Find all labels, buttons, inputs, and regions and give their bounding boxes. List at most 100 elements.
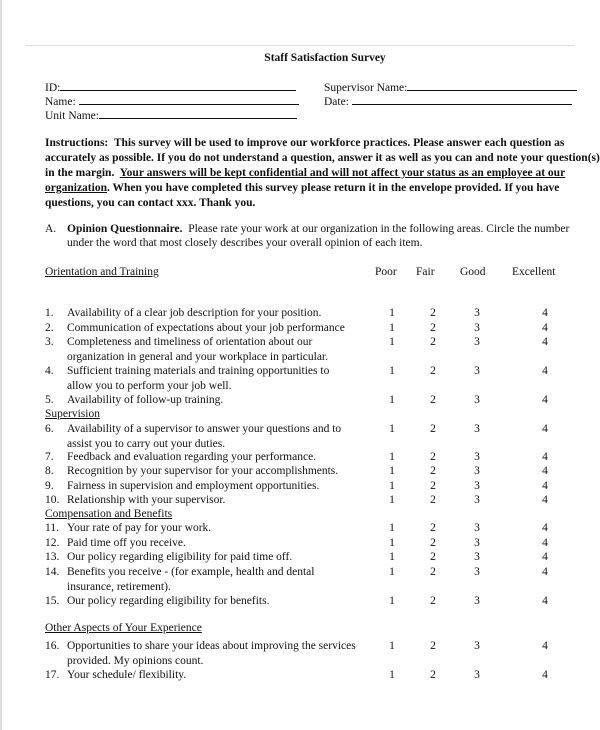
rating-option-4[interactable]: 4 <box>542 522 548 534</box>
rating-option-1[interactable]: 1 <box>389 494 395 506</box>
rating-option-2[interactable]: 2 <box>430 465 436 477</box>
rating-option-2[interactable]: 2 <box>430 566 436 578</box>
rating-option-3[interactable]: 3 <box>474 566 480 578</box>
rating-option-4[interactable]: 4 <box>542 365 548 377</box>
rating-option-2[interactable]: 2 <box>430 494 436 506</box>
rating-option-1[interactable]: 1 <box>389 465 395 477</box>
rating-option-2[interactable]: 2 <box>430 307 436 319</box>
rating-option-3[interactable]: 3 <box>474 640 480 652</box>
rating-option-1[interactable]: 1 <box>389 365 395 377</box>
name-label: Name: <box>45 96 76 108</box>
item-text: allow you to perform your job well. <box>67 379 232 392</box>
rating-option-1[interactable]: 1 <box>389 423 395 435</box>
id-field[interactable]: ID: <box>45 80 297 95</box>
item-text: Recognition by your supervisor for your … <box>67 465 339 477</box>
rating-option-4[interactable]: 4 <box>542 640 548 652</box>
rating-option-1[interactable]: 1 <box>389 669 395 681</box>
rating-option-3[interactable]: 3 <box>474 669 480 681</box>
date-field[interactable]: Date: <box>324 94 572 109</box>
rating-option-2[interactable]: 2 <box>430 537 436 549</box>
rating-option-4[interactable]: 4 <box>542 307 548 319</box>
rating-option-2[interactable]: 2 <box>430 640 436 652</box>
rating-option-3[interactable]: 3 <box>474 494 480 506</box>
item-text: Your rate of pay for your work. <box>67 522 212 534</box>
rating-option-1[interactable]: 1 <box>389 551 395 563</box>
rating-option-4[interactable]: 4 <box>542 322 548 334</box>
rating-option-1[interactable]: 1 <box>389 307 395 319</box>
rating-option-4[interactable]: 4 <box>542 336 548 348</box>
rating-option-2[interactable]: 2 <box>430 451 436 463</box>
item-number: 5. <box>45 394 54 406</box>
rating-option-4[interactable]: 4 <box>542 537 548 549</box>
item-text: Paid time off you receive. <box>67 537 186 549</box>
name-field[interactable]: Name: <box>45 94 299 109</box>
rating-option-4[interactable]: 4 <box>542 494 548 506</box>
item-number: 6. <box>45 423 54 435</box>
rating-option-2[interactable]: 2 <box>430 522 436 534</box>
rating-option-1[interactable]: 1 <box>389 480 395 492</box>
item-number: 14. <box>45 566 60 578</box>
rating-option-2[interactable]: 2 <box>430 669 436 681</box>
rating-option-2[interactable]: 2 <box>430 322 436 334</box>
rating-option-3[interactable]: 3 <box>474 480 480 492</box>
rating-option-3[interactable]: 3 <box>474 451 480 463</box>
rating-option-3[interactable]: 3 <box>474 307 480 319</box>
rating-option-2[interactable]: 2 <box>430 394 436 406</box>
item-number: 17. <box>45 669 60 681</box>
item-text: Benefits you receive - (for example, hea… <box>67 566 315 578</box>
column-header-fair: Fair <box>416 266 435 278</box>
rating-option-3[interactable]: 3 <box>474 365 480 377</box>
rating-option-3[interactable]: 3 <box>474 551 480 563</box>
rating-option-3[interactable]: 3 <box>474 322 480 334</box>
section-heading: Supervision <box>45 408 100 420</box>
rating-option-1[interactable]: 1 <box>389 394 395 406</box>
column-header-excellent: Excellent <box>512 266 556 278</box>
id-label: ID: <box>45 82 61 94</box>
rating-option-3[interactable]: 3 <box>474 394 480 406</box>
rating-option-1[interactable]: 1 <box>389 595 395 607</box>
supervisor-name-field[interactable]: Supervisor Name: <box>324 80 578 95</box>
rating-option-2[interactable]: 2 <box>430 480 436 492</box>
rating-option-3[interactable]: 3 <box>474 522 480 534</box>
item-number: 4. <box>45 365 54 377</box>
rating-option-3[interactable]: 3 <box>474 537 480 549</box>
rating-option-1[interactable]: 1 <box>389 537 395 549</box>
rating-option-1[interactable]: 1 <box>389 322 395 334</box>
item-text: Availability of a clear job description … <box>67 307 322 319</box>
rating-option-2[interactable]: 2 <box>430 336 436 348</box>
item-text: Communication of expectations about your… <box>67 322 345 334</box>
rating-option-2[interactable]: 2 <box>430 595 436 607</box>
rating-option-1[interactable]: 1 <box>389 522 395 534</box>
rating-option-4[interactable]: 4 <box>542 595 548 607</box>
rating-option-4[interactable]: 4 <box>542 669 548 681</box>
item-text: Availability of follow-up training. <box>67 394 224 406</box>
rating-option-4[interactable]: 4 <box>542 480 548 492</box>
item-number: 16. <box>45 640 60 652</box>
rating-option-4[interactable]: 4 <box>542 465 548 477</box>
rating-option-2[interactable]: 2 <box>430 551 436 563</box>
rating-option-2[interactable]: 2 <box>430 423 436 435</box>
page-edge <box>0 0 2 730</box>
rating-option-3[interactable]: 3 <box>474 423 480 435</box>
rating-option-2[interactable]: 2 <box>430 365 436 377</box>
rating-option-1[interactable]: 1 <box>389 336 395 348</box>
rating-option-4[interactable]: 4 <box>542 551 548 563</box>
instructions: Instructions: This survey will be used t… <box>45 137 600 209</box>
rating-option-4[interactable]: 4 <box>542 451 548 463</box>
rating-option-1[interactable]: 1 <box>389 451 395 463</box>
rating-option-4[interactable]: 4 <box>542 394 548 406</box>
item-number: 9. <box>45 480 54 492</box>
item-number: 1. <box>45 307 54 319</box>
rating-option-1[interactable]: 1 <box>389 566 395 578</box>
rating-option-3[interactable]: 3 <box>474 465 480 477</box>
rating-option-3[interactable]: 3 <box>474 595 480 607</box>
section-heading: Other Aspects of Your Experience <box>45 622 202 634</box>
item-text: Feedback and evaluation regarding your p… <box>67 451 317 463</box>
item-text: Opportunities to share your ideas about … <box>67 640 356 652</box>
unit-name-field[interactable]: Unit Name: <box>45 108 297 123</box>
rating-option-4[interactable]: 4 <box>542 566 548 578</box>
rating-option-1[interactable]: 1 <box>389 640 395 652</box>
item-number: 3. <box>45 336 54 348</box>
rating-option-3[interactable]: 3 <box>474 336 480 348</box>
rating-option-4[interactable]: 4 <box>542 423 548 435</box>
